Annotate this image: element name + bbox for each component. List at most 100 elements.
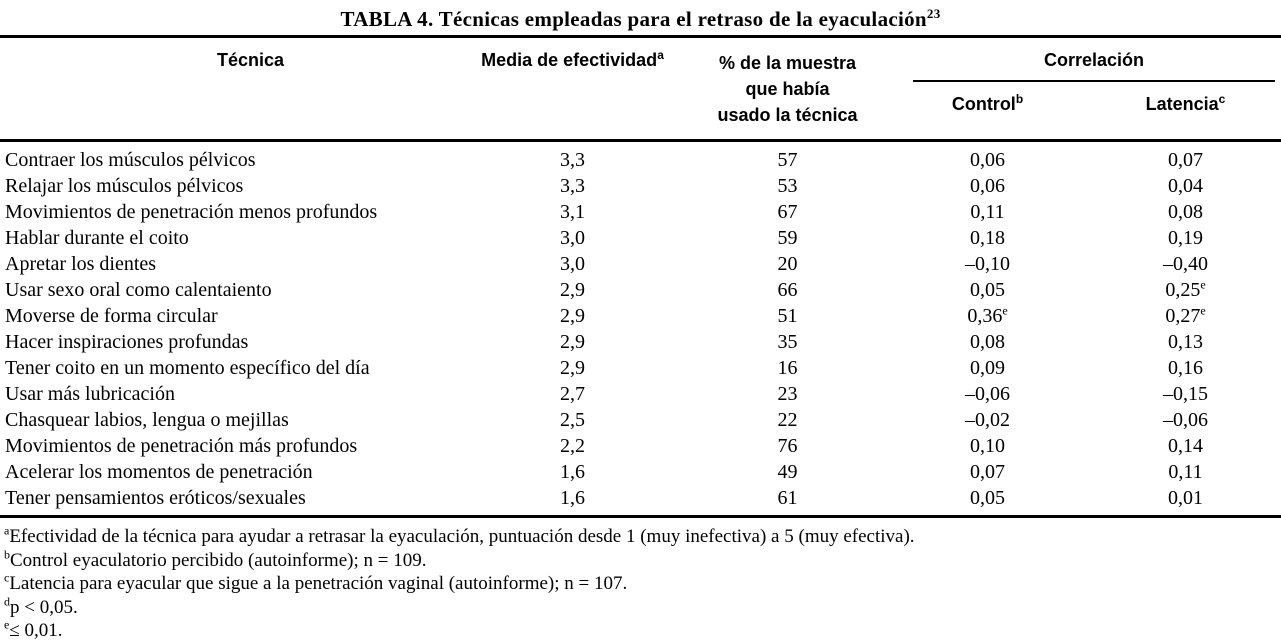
- cell-muestra: 76: [777, 435, 798, 457]
- cell-tecnica: Usar más lubricación: [5, 383, 175, 405]
- column-header-latencia-footnote-marker: c: [1218, 92, 1226, 106]
- cell-latencia-footnote-marker: e: [1200, 277, 1206, 292]
- cell-control-value: 0,11: [970, 201, 1005, 223]
- cell-latencia: 0,04: [1090, 173, 1281, 199]
- cell-latencia-value: 0,16: [1168, 357, 1203, 379]
- footnote-text: p < 0,05.: [10, 596, 78, 618]
- cell-muestra: 20: [777, 253, 798, 275]
- cell-tecnica: Relajar los músculos pélvicos: [5, 175, 244, 197]
- table-row: Hablar durante el coito 3,0 59 0,18 0,19: [0, 225, 1281, 251]
- cell-control: 0,36e: [885, 303, 1090, 329]
- cell-tecnica: Tener coito en un momento específico del…: [5, 357, 370, 379]
- cell-media: 2,9: [560, 357, 585, 379]
- table-title: TABLA 4. Técnicas empleadas para el retr…: [0, 0, 1281, 32]
- footnote-marker: e: [4, 617, 10, 632]
- cell-muestra: 16: [777, 357, 798, 379]
- cell-control-value: 0,06: [970, 149, 1005, 171]
- cell-control: 0,06: [885, 141, 1090, 174]
- cell-tecnica: Hacer inspiraciones profundas: [5, 331, 249, 353]
- footnote-text: Latencia para eyacular que sigue a la pe…: [9, 573, 628, 594]
- table-row: Tener coito en un momento específico del…: [0, 355, 1281, 381]
- cell-latencia: 0,19: [1090, 225, 1281, 251]
- cell-control-value: 0,06: [970, 175, 1005, 197]
- cell-media: 3,3: [560, 175, 585, 197]
- cell-latencia-value: 0,19: [1168, 227, 1203, 249]
- cell-latencia-value: 0,13: [1168, 331, 1203, 353]
- cell-control-value: 0,36: [967, 305, 1003, 327]
- cell-control-value: –0,06: [965, 383, 1010, 405]
- cell-muestra: 35: [777, 331, 798, 353]
- cell-tecnica: Apretar los dientes: [5, 253, 157, 275]
- cell-control: 0,05: [885, 485, 1090, 517]
- cell-media: 2,5: [560, 409, 585, 431]
- cell-muestra: 23: [777, 383, 798, 405]
- cell-latencia: –0,15: [1090, 381, 1281, 407]
- cell-control: 0,07: [885, 459, 1090, 485]
- table-row: Movimientos de penetración más profundos…: [0, 433, 1281, 459]
- cell-latencia: 0,14: [1090, 433, 1281, 459]
- cell-latencia-value: –0,15: [1163, 383, 1208, 405]
- cell-control: 0,08: [885, 329, 1090, 355]
- cell-tecnica: Contraer los músculos pélvicos: [5, 149, 256, 171]
- cell-muestra: 51: [777, 305, 798, 327]
- cell-control-value: 0,18: [970, 227, 1005, 249]
- footnote-marker: a: [4, 523, 10, 538]
- column-header-latencia: Latenciac: [1090, 82, 1281, 141]
- cell-control-value: 0,10: [970, 435, 1005, 457]
- cell-tecnica: Movimientos de penetración más profundos: [5, 435, 358, 457]
- cell-muestra: 57: [777, 149, 798, 171]
- table-row: Relajar los músculos pélvicos 3,3 53 0,0…: [0, 173, 1281, 199]
- cell-latencia-value: 0,04: [1168, 175, 1203, 197]
- table-row: Apretar los dientes 3,0 20 –0,10 –0,40: [0, 251, 1281, 277]
- cell-control: 0,05: [885, 277, 1090, 303]
- column-header-tecnica: Técnica: [0, 37, 455, 141]
- table-title-text: TABLA 4. Técnicas empleadas para el retr…: [340, 7, 927, 31]
- cell-control: –0,10: [885, 251, 1090, 277]
- cell-media: 2,9: [560, 331, 585, 353]
- cell-latencia: 0,13: [1090, 329, 1281, 355]
- cell-control: 0,11: [885, 199, 1090, 225]
- cell-media: 1,6: [560, 461, 585, 483]
- cell-latencia-value: 0,14: [1168, 435, 1203, 457]
- footnote-marker: d: [4, 594, 10, 609]
- table-row: Movimientos de penetración menos profund…: [0, 199, 1281, 225]
- column-header-control-label: Control: [951, 94, 1016, 114]
- cell-latencia-value: 0,27: [1165, 305, 1201, 327]
- cell-tecnica: Usar sexo oral como calentaiento: [5, 279, 272, 301]
- cell-control: 0,18: [885, 225, 1090, 251]
- column-header-correlacion-label: Correlación: [1043, 50, 1145, 70]
- cell-control-value: 0,08: [970, 331, 1005, 353]
- cell-control: 0,09: [885, 355, 1090, 381]
- footnote: aEfectividad de la técnica para ayudar a…: [4, 525, 1281, 549]
- footnote: bControl eyaculatorio percibido (autoinf…: [4, 547, 1281, 573]
- cell-latencia: 0,27e: [1090, 303, 1281, 329]
- column-header-correlacion: Correlación: [885, 37, 1281, 82]
- cell-muestra: 53: [777, 175, 798, 197]
- cell-media: 2,2: [560, 435, 585, 457]
- cell-latencia-value: –0,06: [1163, 409, 1208, 431]
- column-header-media-label: Media de efectividad: [481, 50, 658, 70]
- footnote-text: ≤ 0,01.: [9, 620, 63, 641]
- footnote: cLatencia para eyacular que sigue a la p…: [4, 572, 1281, 596]
- cell-latencia: –0,06: [1090, 407, 1281, 433]
- column-header-muestra: % de la muestra que había usado la técni…: [690, 37, 885, 141]
- cell-tecnica: Movimientos de penetración menos profund…: [5, 201, 378, 223]
- cell-tecnica: Moverse de forma circular: [5, 305, 218, 327]
- cell-control-value: –0,10: [965, 253, 1010, 275]
- cell-latencia-value: 0,11: [1168, 461, 1203, 483]
- table-row: Contraer los músculos pélvicos 3,3 57 0,…: [0, 141, 1281, 174]
- cell-control-value: 0,09: [970, 357, 1005, 379]
- cell-control-value: 0,07: [970, 461, 1005, 483]
- column-header-tecnica-label: Técnica: [216, 50, 285, 70]
- cell-latencia: 0,16: [1090, 355, 1281, 381]
- footnote-marker: b: [4, 547, 10, 562]
- cell-media: 3,1: [560, 201, 585, 223]
- footnote: e≤ 0,01.: [4, 619, 1281, 641]
- cell-tecnica: Acelerar los momentos de penetración: [5, 461, 313, 483]
- column-header-control-footnote-marker: b: [1015, 92, 1024, 106]
- cell-control: –0,02: [885, 407, 1090, 433]
- cell-control: 0,10: [885, 433, 1090, 459]
- cell-latencia: 0,25e: [1090, 277, 1281, 303]
- cell-latencia-value: 0,25: [1165, 279, 1201, 301]
